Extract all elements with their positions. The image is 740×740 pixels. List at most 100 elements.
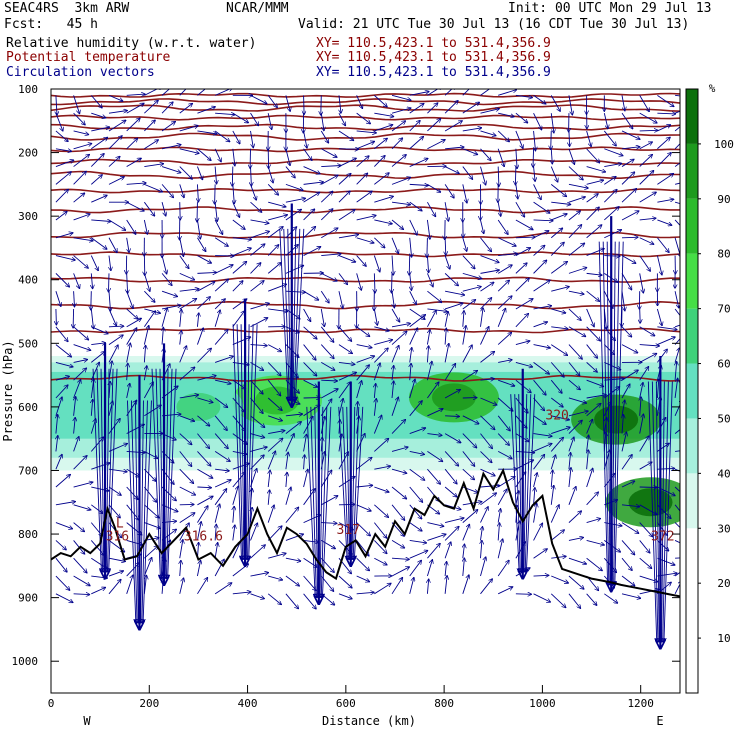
circulation-vector (267, 438, 283, 452)
circulation-vector (267, 379, 280, 396)
circulation-vector (73, 504, 91, 510)
circulation-vector (320, 209, 333, 221)
circulation-vector (321, 148, 337, 158)
circulation-vector (268, 575, 282, 580)
circulation-vector (55, 160, 74, 167)
circulation-vector (568, 437, 574, 452)
circulation-vector (498, 166, 499, 187)
circulation-vector (214, 504, 220, 523)
theta-annotation: 320 (545, 409, 568, 424)
circulation-vector (568, 290, 584, 294)
circulation-vector (550, 184, 566, 196)
circulation-vector (550, 95, 560, 111)
circulation-vector (55, 557, 67, 572)
circulation-vector (409, 539, 427, 542)
circulation-vector (232, 337, 251, 346)
circulation-vector (621, 593, 641, 598)
circulation-vector (391, 155, 406, 167)
column-vector (143, 400, 152, 624)
circulation-vector (303, 344, 316, 361)
circulation-vector (409, 450, 425, 454)
circulation-vector (55, 112, 63, 131)
circulation-vector (374, 583, 391, 595)
column-vector (526, 394, 536, 572)
circulation-vector (321, 389, 338, 399)
circulation-vector (232, 564, 249, 577)
circulation-vector (604, 593, 617, 603)
circulation-vector (480, 433, 492, 449)
circulation-vector (374, 138, 387, 150)
circulation-vector (621, 400, 625, 416)
circulation-vector (196, 560, 200, 577)
circulation-vector (357, 402, 358, 416)
circulation-vector (480, 282, 493, 292)
circulation-vector (515, 278, 529, 292)
circulation-vector (55, 273, 70, 287)
circulation-vector (462, 102, 480, 114)
circulation-vector (533, 306, 552, 310)
circulation-vector (445, 576, 447, 594)
circulation-vector (214, 451, 230, 461)
column-vector (294, 228, 301, 401)
y-tick-label: 800 (18, 528, 38, 541)
circulation-vector (497, 560, 509, 577)
column-vector (127, 400, 135, 624)
circulation-vector (91, 195, 107, 203)
circulation-vector (73, 344, 91, 351)
circulation-vector (444, 273, 458, 285)
circulation-vector (108, 468, 127, 472)
circulation-vector (534, 130, 536, 151)
circulation-vector (568, 362, 580, 375)
circulation-vector (657, 125, 670, 132)
circulation-vector (215, 524, 216, 541)
circulation-vector (515, 361, 533, 367)
circulation-vector (480, 493, 496, 506)
circulation-vector (161, 273, 172, 285)
circulation-vector (143, 557, 151, 577)
circulation-vector (657, 349, 667, 363)
circulation-vector (586, 130, 592, 147)
circulation-vector (533, 473, 538, 488)
circulation-vector (639, 237, 654, 245)
circulation-vector (480, 527, 482, 541)
circulation-vector (480, 148, 491, 161)
circulation-vector (603, 130, 616, 146)
circulation-vector (303, 326, 317, 339)
circulation-vector (426, 361, 432, 381)
colorbar-tick-label: 10 (717, 632, 730, 645)
column-vector (314, 406, 318, 598)
circulation-vector (285, 557, 301, 561)
circulation-vector (55, 593, 73, 603)
circulation-vector (639, 504, 657, 515)
circulation-vector (533, 415, 547, 425)
circulation-vector (55, 172, 71, 185)
circulation-vector (480, 270, 499, 274)
circulation-vector (533, 184, 542, 199)
circulation-vector (391, 504, 405, 520)
circulation-vector (321, 175, 338, 185)
circulation-vector (338, 575, 352, 588)
theta-contour (51, 231, 680, 239)
circulation-vector (90, 154, 104, 167)
circulation-vector (533, 322, 548, 328)
circulation-vector (73, 360, 88, 363)
column-vector (168, 368, 177, 579)
circulation-vector (250, 447, 268, 452)
column-vector (612, 241, 616, 585)
terrain-profile (51, 467, 680, 598)
circulation-vector (586, 290, 600, 301)
circulation-vector (108, 177, 124, 185)
circulation-vector (497, 237, 516, 246)
column-vector (165, 368, 169, 579)
legend-theta-coords: XY= 110.5,423.1 to 531.4,356.9 (316, 50, 551, 65)
circulation-vector (55, 522, 73, 529)
circulation-vector (445, 328, 446, 345)
circulation-vector (497, 308, 505, 327)
column-vector (279, 228, 288, 401)
circulation-vector (551, 214, 567, 221)
circulation-vector (285, 198, 306, 203)
circulation-vector (285, 575, 300, 586)
circulation-vector (568, 326, 586, 337)
column-vector (240, 324, 244, 559)
